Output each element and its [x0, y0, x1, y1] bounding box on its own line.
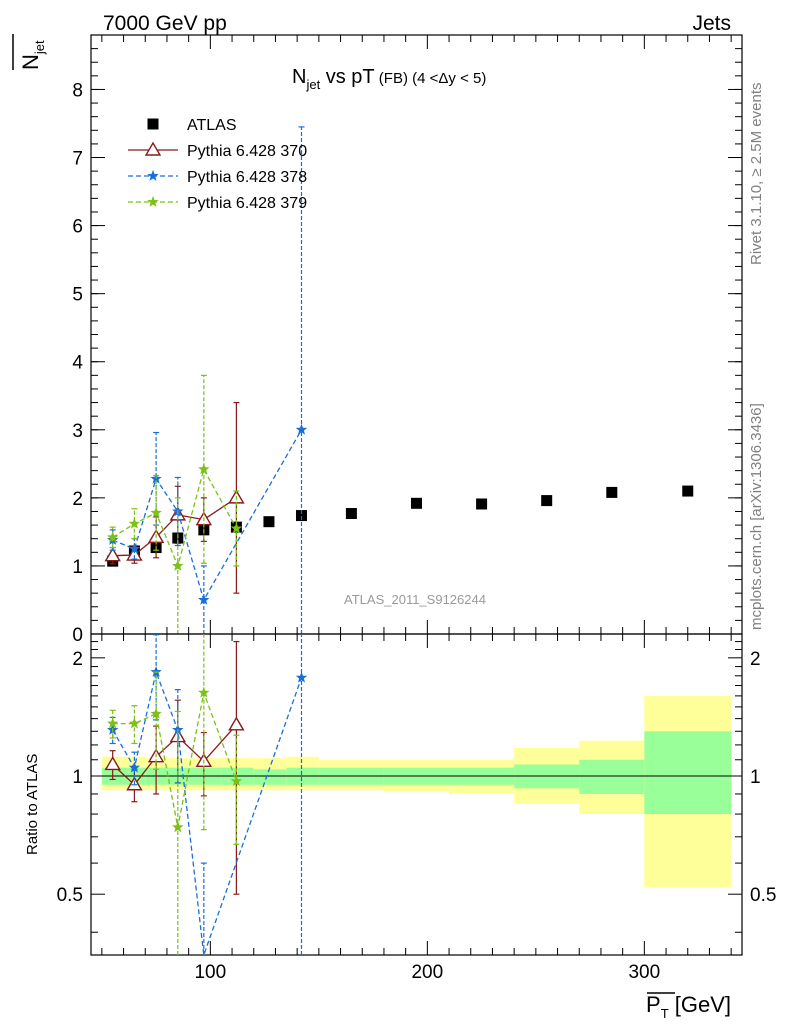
ratio-line-pythia-6-428-379: [112, 690, 238, 828]
main-point: [126, 546, 143, 561]
main-point: [104, 547, 121, 562]
main-point: [411, 497, 422, 509]
ratio-stat-uncertainty-band: [253, 769, 287, 785]
ratio-stat-uncertainty-band: [579, 759, 645, 794]
main-point: [172, 559, 184, 571]
x-tick-label: 300: [628, 962, 660, 983]
ratio-point: [295, 671, 308, 683]
analysis-watermark: ATLAS_2011_S9126244: [344, 592, 486, 607]
header-right-label: Jets: [692, 12, 731, 35]
main-point: [150, 506, 162, 518]
ratio-point: [150, 707, 162, 719]
ratio-plot-frame: [90, 633, 743, 956]
main-point: [345, 508, 357, 520]
legend-label: ATLAS: [187, 117, 237, 134]
main-y-tick-label: 0: [72, 625, 83, 646]
ratio-point: [230, 775, 243, 787]
main-line-pythia-6-428-379: [112, 467, 237, 568]
x-tick-label: 100: [194, 962, 226, 983]
legend-label: Pythia 6.428 378: [187, 169, 307, 186]
main-point: [128, 542, 141, 554]
main-series-atlas: [107, 485, 694, 567]
ratio-stat-uncertainty-band: [644, 731, 732, 815]
main-line-pythia-6-428-378: [112, 429, 303, 602]
ratio-plot: 0.5 0.5 1 1 2 2 100 200 300: [57, 633, 776, 983]
main-point: [541, 495, 553, 507]
main-plot: 0 1 2 3 4 5 6 7 8: [72, 34, 743, 646]
main-point: [476, 498, 488, 510]
ratio-point: [198, 686, 210, 698]
ratio-y-tick-label-right: 0.5: [750, 885, 776, 906]
main-point: [682, 485, 694, 497]
ratio-point: [104, 756, 121, 771]
main-point: [263, 516, 275, 528]
legend-entry-atlas: ATLAS: [147, 117, 237, 134]
main-point: [295, 510, 307, 522]
mcplots-label: mcplots.cern.ch [arXiv:1306.3436]: [748, 403, 765, 630]
main-plot-title: Njet vs pT (FB) (4 <Δy < 5): [292, 66, 486, 92]
main-point: [128, 517, 141, 529]
ratio-y-tick-label-right: 1: [750, 767, 761, 788]
ratio-line-pythia-6-428-370: [112, 724, 237, 786]
main-y-tick-label: 1: [72, 557, 83, 578]
main-y-tick-label: 2: [72, 489, 83, 510]
legend-entry-pythia-6-428-378: Pythia 6.428 378: [128, 169, 307, 186]
main-point: [107, 531, 119, 543]
legend-label: Pythia 6.428 379: [187, 195, 307, 212]
x-axis-label: PT [GeV]: [646, 992, 731, 1021]
svg-text:PT [GeV]: PT [GeV]: [646, 992, 731, 1021]
main-y-tick-label: 4: [72, 353, 83, 374]
main-y-tick-label: 5: [72, 285, 83, 306]
ratio-line-pythia-6-428-378: [112, 669, 303, 956]
ratio-y-tick-label-left: 1: [72, 767, 83, 788]
header-left-label: 7000 GeV pp: [103, 12, 227, 35]
main-point: [295, 423, 308, 435]
ratio-y-axis-label: Ratio to ATLAS: [24, 754, 41, 855]
ratio-point: [107, 717, 119, 729]
rivet-version-label: Rivet 3.1.10, ≥ 2.5M events: [748, 83, 765, 266]
legend-label: Pythia 6.428 370: [187, 143, 307, 160]
ratio-y-tick-label-right: 2: [750, 649, 761, 670]
main-y-tick-label: 8: [72, 80, 83, 101]
ratio-point: [128, 717, 141, 729]
legend-entry-pythia-6-428-370: Pythia 6.428 370: [128, 141, 307, 160]
legend-marker: [147, 118, 159, 130]
legend: ATLAS Pythia 6.428 370 Pythia 6.428 378 Pyt…: [128, 117, 307, 212]
main-point: [606, 486, 618, 498]
ratio-y-tick-label-left: 0.5: [57, 885, 83, 906]
legend-marker: [147, 196, 159, 207]
ratio-series-pythia-6-428-379: [107, 634, 243, 955]
ratio-y-tick-label-left: 2: [72, 649, 83, 670]
main-y-axis-label: Njet: [12, 34, 47, 70]
legend-marker: [144, 141, 162, 156]
main-series-pythia-6-428-379: [107, 374, 243, 634]
main-point: [198, 463, 210, 475]
ratio-point: [128, 761, 141, 773]
legend-entry-pythia-6-428-379: Pythia 6.428 379: [128, 195, 307, 212]
ratio-point: [172, 821, 184, 833]
ratio-point: [228, 716, 245, 731]
ratio-series-pythia-6-428-378: [107, 634, 308, 956]
main-point: [230, 522, 243, 534]
svg-text:Njet: Njet: [18, 40, 47, 70]
legend-marker: [147, 170, 159, 181]
main-y-tick-label: 3: [72, 421, 83, 442]
main-y-tick-label: 7: [72, 149, 83, 170]
main-point: [198, 594, 210, 605]
x-tick-label: 200: [411, 962, 443, 983]
main-y-tick-label: 6: [72, 217, 83, 238]
